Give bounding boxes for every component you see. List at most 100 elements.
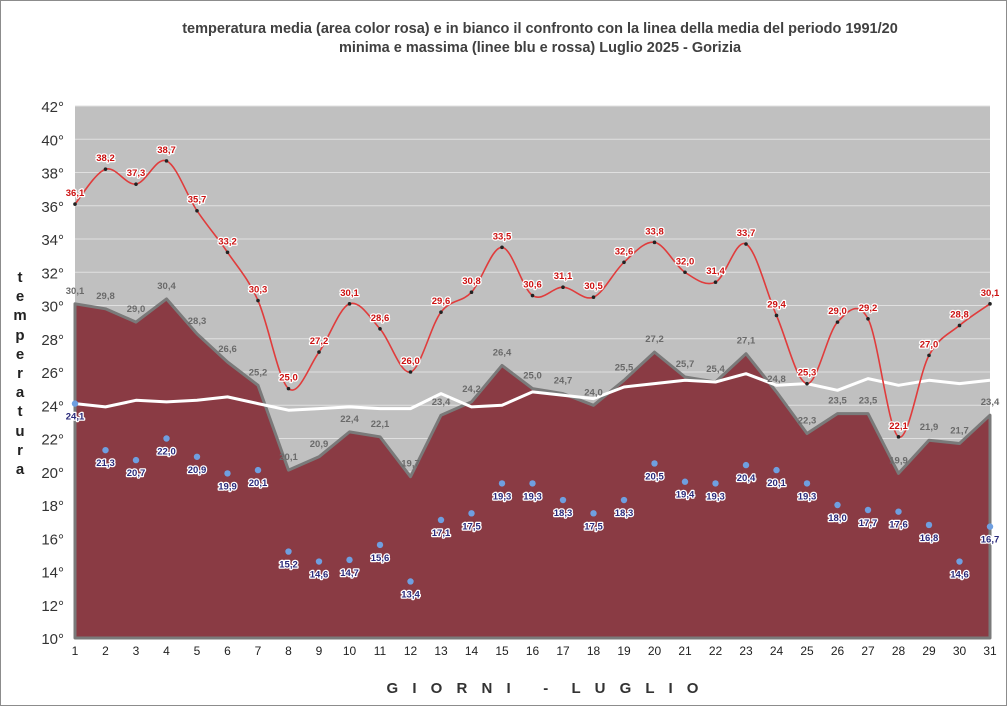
- x-tick-label: 19: [617, 644, 631, 658]
- min-temperature-label: 19,3: [493, 491, 512, 502]
- x-tick-label: 31: [983, 644, 997, 658]
- mean-temperature-label: 25,0: [523, 371, 542, 382]
- y-axis-label-letter: e: [15, 288, 25, 306]
- max-temperature-point: [622, 260, 626, 265]
- max-temperature-point: [500, 245, 504, 250]
- max-temperature-label: 28,6: [371, 313, 390, 324]
- max-temperature-point: [805, 381, 809, 386]
- mean-temperature-area: [73, 297, 992, 640]
- min-temperature-label: 20,4: [737, 473, 756, 484]
- x-tick-label: 1: [72, 644, 79, 658]
- max-temperature-label: 32,6: [615, 246, 634, 257]
- min-temperature-point: [925, 521, 933, 529]
- max-temperature-point: [927, 353, 931, 358]
- max-temperature-point: [652, 240, 657, 245]
- y-tick-label: 42°: [41, 99, 64, 116]
- min-temperature-label: 24,1: [66, 412, 85, 423]
- max-temperature-label: 25,0: [279, 373, 298, 384]
- min-temperature-point: [346, 556, 353, 564]
- max-temperature-label: 33,7: [737, 228, 756, 239]
- min-temperature-label: 14,6: [310, 570, 329, 581]
- max-temperature-point: [73, 202, 77, 206]
- max-temperature-point: [164, 159, 169, 163]
- min-temperature-point: [163, 435, 170, 442]
- x-tick-label: 2: [102, 644, 109, 658]
- max-temperature-label: 28,8: [950, 309, 969, 320]
- min-temperature-point: [102, 446, 109, 454]
- max-temperature-point: [378, 326, 382, 331]
- min-temperature-point: [285, 548, 292, 555]
- min-temperature-label: 22,0: [157, 447, 176, 458]
- y-tick-label: 30°: [41, 299, 64, 316]
- y-tick-label: 20°: [41, 465, 64, 482]
- max-temperature-point: [439, 310, 443, 314]
- min-temperature-label: 15,2: [279, 560, 298, 571]
- min-temperature-label: 17,7: [859, 518, 878, 529]
- min-temperature-label: 20,1: [767, 478, 786, 489]
- x-tick-label: 17: [556, 644, 570, 658]
- max-temperature-point: [195, 208, 199, 213]
- max-temperature-label: 35,7: [188, 195, 207, 206]
- min-temperature-point: [376, 541, 384, 549]
- mean-temperature-label: 22,4: [340, 414, 359, 425]
- x-tick-label: 16: [526, 644, 540, 658]
- min-temperature-point: [193, 453, 201, 460]
- y-axis-label-letter: u: [15, 422, 25, 440]
- max-temperature-point: [530, 293, 535, 298]
- min-temperature-label: 19,3: [798, 491, 817, 502]
- mean-temperature-label: 25,5: [615, 362, 634, 373]
- max-temperature-label: 22,1: [889, 421, 908, 432]
- x-tick-label: 10: [343, 644, 357, 658]
- max-temperature-point: [683, 270, 687, 275]
- min-temperature-point: [132, 456, 140, 464]
- x-tick-label: 13: [434, 644, 448, 658]
- max-temperature-point: [317, 350, 321, 354]
- mean-temperature-label: 24,8: [767, 374, 786, 385]
- mean-temperature-label: 30,4: [157, 281, 176, 292]
- min-temperature-label: 18,3: [615, 508, 634, 519]
- x-tick-label: 12: [404, 644, 418, 658]
- mean-temperature-label: 26,6: [218, 344, 237, 355]
- min-temperature-label: 17,5: [462, 521, 481, 532]
- x-tick-label: 6: [224, 644, 231, 658]
- max-temperature-label: 33,5: [493, 231, 512, 242]
- max-temperature-label: 32,0: [676, 256, 695, 267]
- min-temperature-label: 19,4: [676, 490, 695, 501]
- y-tick-label: 28°: [41, 332, 64, 349]
- max-temperature-label: 27,0: [920, 339, 939, 350]
- max-temperature-label: 30,1: [340, 288, 359, 299]
- max-temperature-label: 30,5: [584, 281, 603, 292]
- mean-temperature-label: 27,2: [645, 334, 664, 345]
- max-temperature-label: 31,4: [706, 266, 725, 277]
- min-temperature-point: [956, 558, 963, 565]
- min-temperature-point: [742, 461, 750, 469]
- max-temperature-point: [713, 280, 718, 285]
- x-tick-label: 29: [922, 644, 936, 658]
- max-temperature-label: 29,2: [859, 303, 878, 314]
- mean-temperature-label: 29,8: [96, 291, 115, 302]
- y-tick-label: 16°: [41, 531, 64, 548]
- max-temperature-label: 38,7: [157, 145, 176, 156]
- max-temperature-point: [469, 290, 474, 295]
- min-temperature-point: [864, 506, 872, 514]
- mean-temperature-label: 23,4: [981, 397, 1000, 408]
- min-temperature-label: 16,8: [920, 533, 939, 544]
- max-temperature-point: [591, 295, 596, 299]
- min-temperature-label: 19,9: [218, 481, 237, 492]
- x-tick-label: 9: [316, 644, 323, 658]
- mean-temperature-label: 23,5: [859, 396, 878, 407]
- max-temperature-point: [408, 370, 413, 374]
- mean-temperature-label: 28,3: [188, 316, 207, 327]
- x-tick-label: 27: [861, 644, 875, 658]
- max-temperature-label: 27,2: [310, 336, 329, 347]
- min-temperature-point: [559, 496, 567, 504]
- y-axis-label-letter: a: [15, 461, 25, 479]
- min-temperature-label: 20,7: [127, 468, 146, 479]
- y-tick-label: 38°: [41, 166, 64, 183]
- y-axis-label-letter: t: [17, 269, 23, 286]
- min-temperature-point: [407, 578, 414, 585]
- min-temperature-label: 17,5: [584, 521, 603, 532]
- x-tick-label: 25: [800, 644, 814, 658]
- mean-temperature-label: 27,1: [737, 336, 756, 347]
